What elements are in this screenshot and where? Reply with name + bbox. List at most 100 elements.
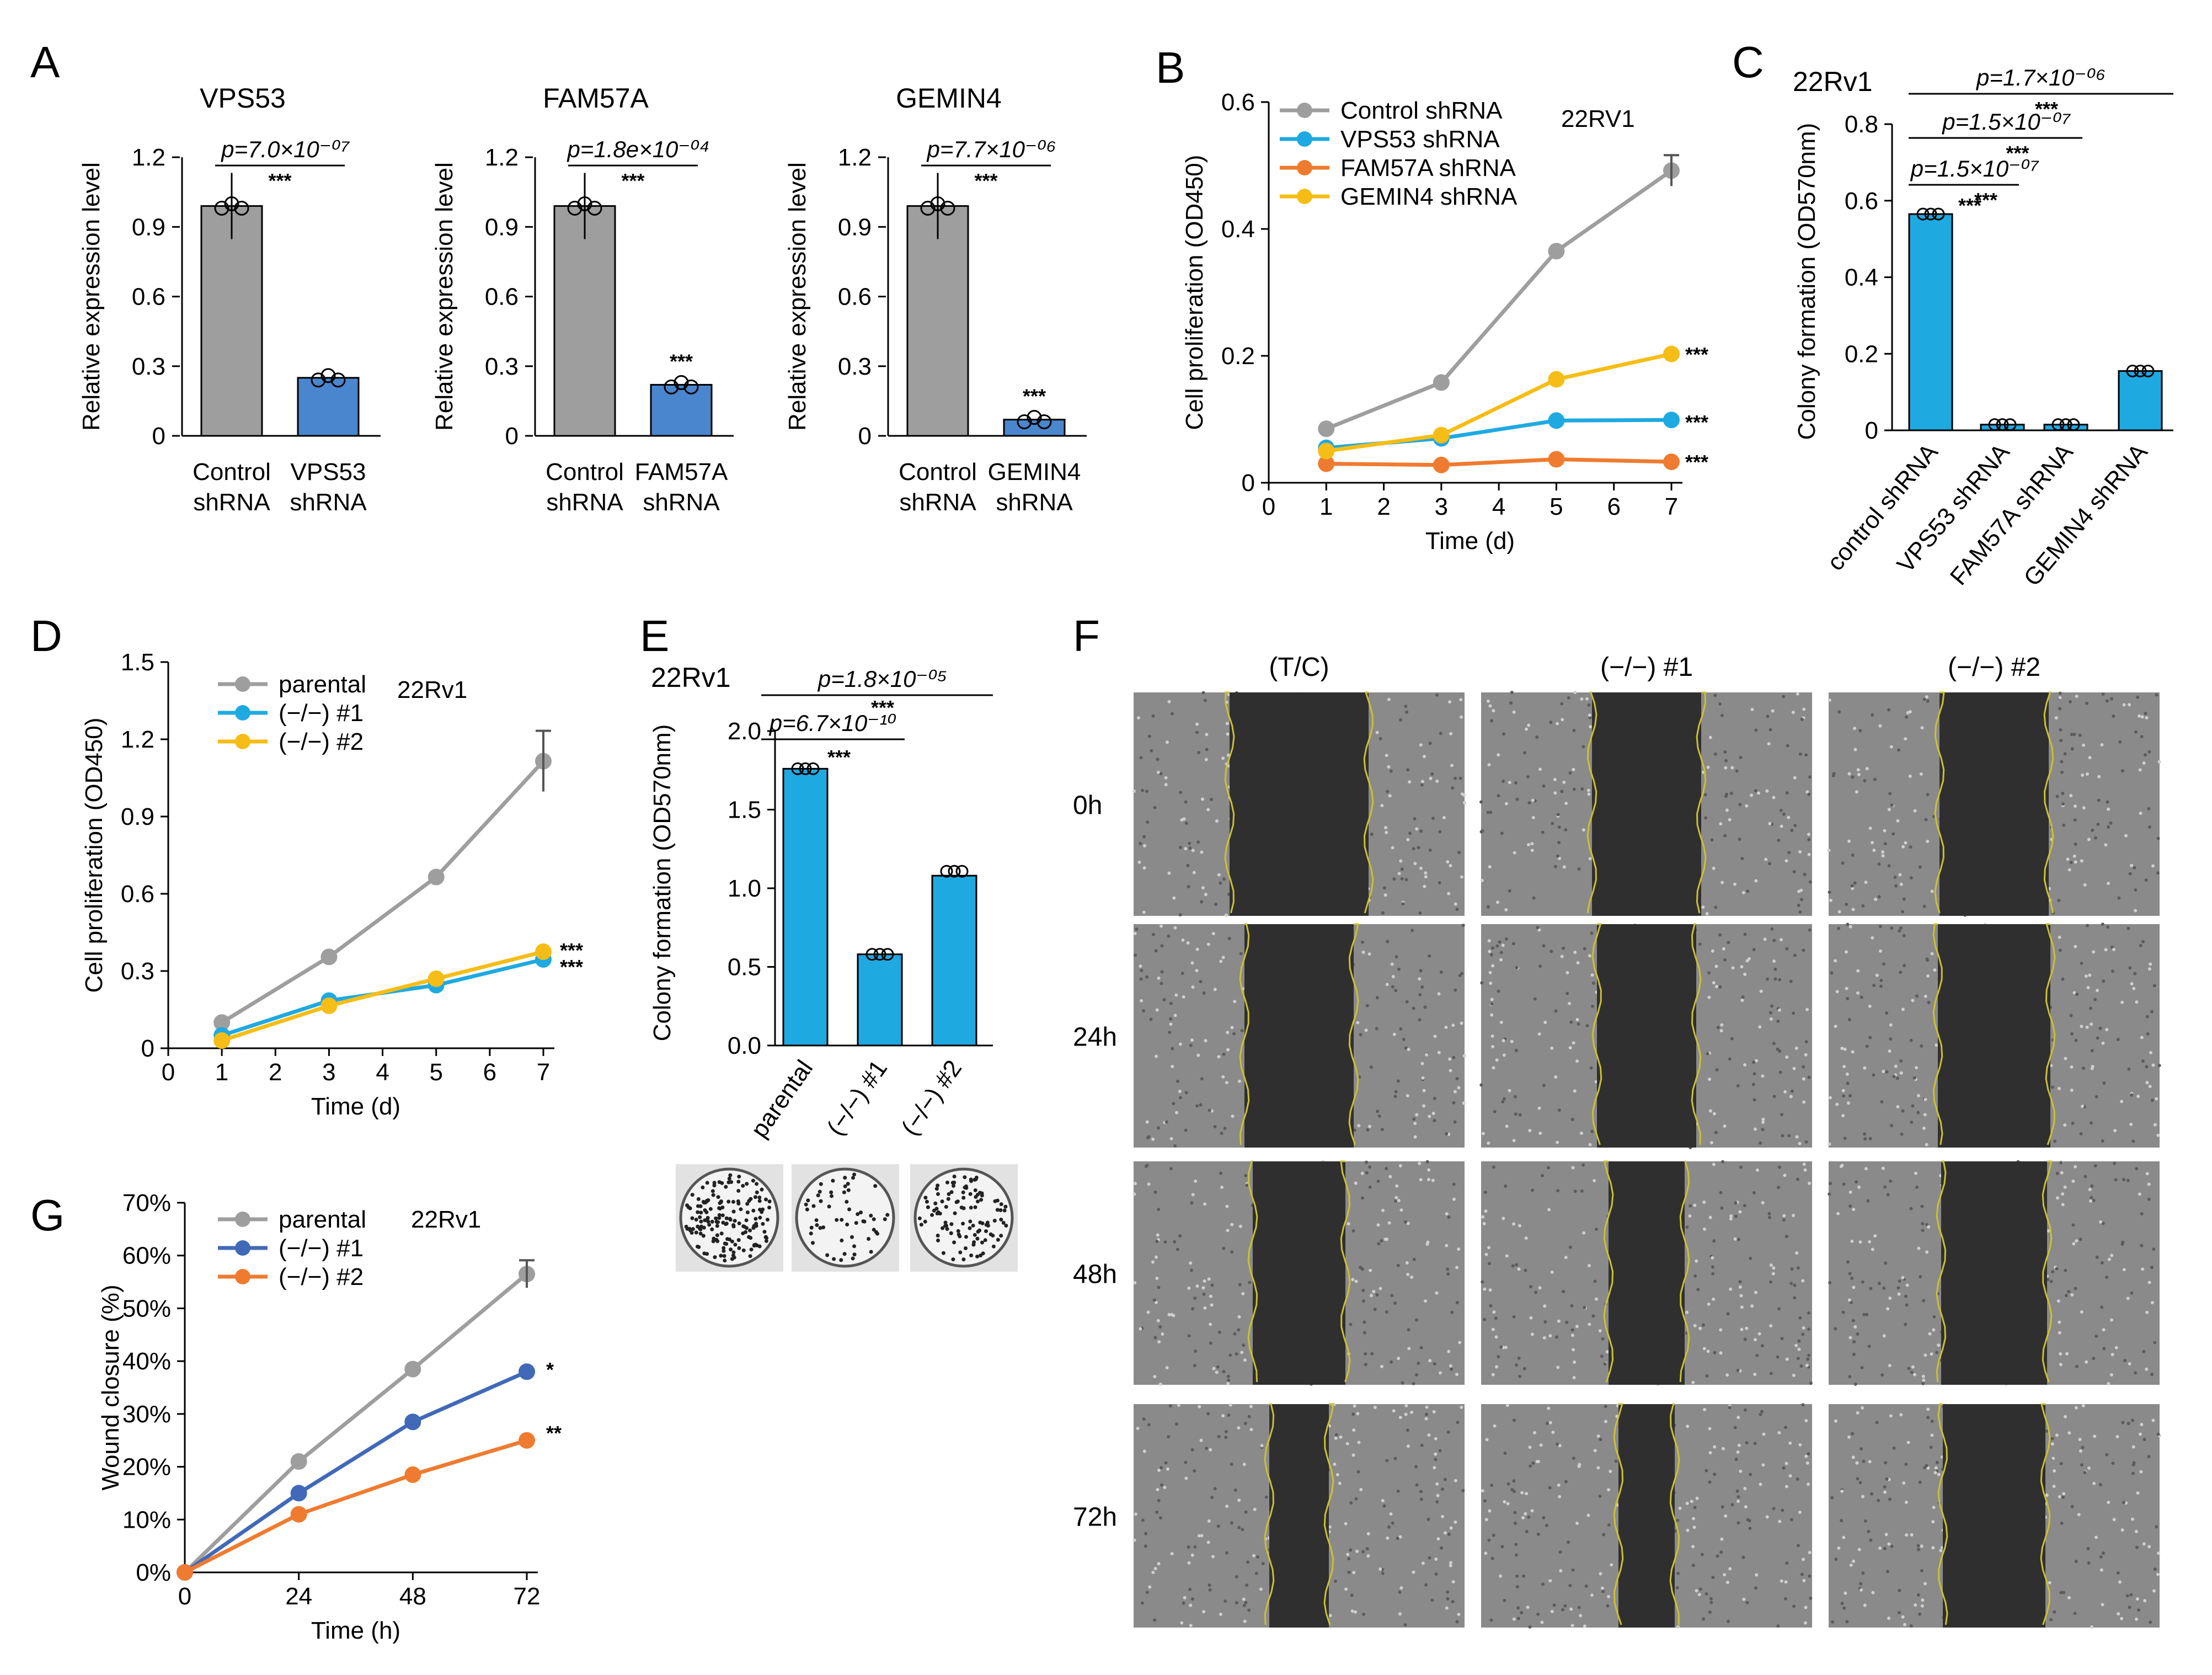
cell-texture bbox=[1711, 1272, 1715, 1276]
cell-texture bbox=[1353, 1404, 1356, 1408]
cell-texture bbox=[1385, 1459, 1389, 1463]
series-point-2 bbox=[177, 1564, 193, 1581]
cell-texture bbox=[1550, 1046, 1554, 1050]
cell-texture bbox=[1583, 947, 1586, 951]
cell-texture bbox=[1614, 1459, 1618, 1463]
cell-texture bbox=[1851, 1319, 1855, 1322]
cell-texture bbox=[1896, 1286, 1900, 1290]
chart-A2-ytick: 1.2 bbox=[485, 144, 519, 171]
colony-dot bbox=[745, 1182, 749, 1186]
colony-dot bbox=[1003, 1204, 1008, 1209]
cell-texture bbox=[1395, 1184, 1399, 1188]
cell-texture bbox=[1585, 1024, 1589, 1028]
cell-texture bbox=[1808, 1550, 1812, 1554]
cell-texture bbox=[1446, 1590, 1450, 1594]
cell-texture bbox=[1404, 1412, 1408, 1416]
cell-texture bbox=[1702, 1347, 1706, 1351]
cell-texture bbox=[1529, 1464, 1532, 1468]
cell-texture bbox=[2110, 697, 2114, 701]
cell-texture bbox=[1871, 1591, 1875, 1594]
colony-dot bbox=[744, 1218, 749, 1223]
cell-texture bbox=[1447, 1215, 1451, 1219]
x-tick-label: 24 bbox=[285, 1583, 312, 1610]
cell-texture bbox=[2118, 740, 2122, 744]
x-tick-label: 0 bbox=[178, 1583, 191, 1610]
cell-texture bbox=[1889, 745, 1893, 749]
cell-texture bbox=[1382, 1504, 1386, 1508]
cell-texture bbox=[1562, 865, 1566, 869]
cell-texture bbox=[1736, 1450, 1740, 1454]
cell-texture bbox=[1931, 1520, 1935, 1524]
y-tick-label: 50% bbox=[122, 1295, 171, 1322]
cell-texture bbox=[2061, 792, 2065, 796]
cell-texture bbox=[2136, 1095, 2140, 1098]
cell-texture bbox=[2151, 864, 2155, 868]
colony-dot bbox=[694, 1218, 698, 1222]
cell-texture bbox=[1162, 998, 1166, 1002]
wound-gap bbox=[1609, 1161, 1685, 1385]
cell-texture bbox=[1191, 1193, 1195, 1197]
cell-texture bbox=[1242, 1463, 1246, 1466]
cell-texture bbox=[1176, 1247, 1179, 1251]
cell-texture bbox=[1499, 1345, 1503, 1349]
cell-texture bbox=[1837, 910, 1841, 914]
cell-texture bbox=[1354, 1497, 1358, 1501]
colony-dot bbox=[936, 1210, 941, 1214]
cell-texture bbox=[1457, 851, 1461, 855]
cell-texture bbox=[1882, 1334, 1886, 1338]
cell-texture bbox=[1191, 1307, 1195, 1311]
cell-texture bbox=[1903, 1623, 1906, 1626]
x-tick-label: shRNA bbox=[546, 489, 623, 516]
series-point-2 bbox=[535, 943, 552, 960]
data-point bbox=[320, 368, 336, 383]
cell-texture bbox=[1587, 703, 1591, 707]
cell-texture bbox=[1460, 1405, 1463, 1409]
cell-texture bbox=[1153, 1336, 1157, 1340]
cell-texture bbox=[1692, 1517, 1696, 1521]
y-tick-label: 0.0 bbox=[728, 1032, 761, 1059]
colony-dot bbox=[851, 1256, 855, 1261]
cell-texture bbox=[1441, 1487, 1445, 1491]
panel-letter-B: B bbox=[1156, 43, 1185, 92]
bar bbox=[297, 377, 360, 437]
cell-texture bbox=[1511, 1264, 1515, 1268]
cell-texture bbox=[1731, 966, 1735, 970]
colony-dot bbox=[724, 1216, 729, 1220]
cell-texture bbox=[1741, 890, 1745, 894]
cell-texture bbox=[1798, 1316, 1802, 1320]
cell-texture bbox=[1419, 866, 1423, 870]
wound-edge bbox=[1264, 1403, 1275, 1625]
series-point-2 bbox=[320, 997, 338, 1014]
cell-texture bbox=[1920, 1204, 1924, 1208]
cell-texture bbox=[1725, 1581, 1729, 1585]
x-tick-label: (−/−) #2 bbox=[896, 1055, 968, 1140]
cell-texture bbox=[1455, 1620, 1459, 1624]
panel-letter-D: D bbox=[30, 611, 62, 660]
cell-texture bbox=[1142, 1449, 1146, 1453]
cell-texture bbox=[1550, 949, 1553, 953]
colony-dot bbox=[958, 1250, 963, 1255]
cell-texture bbox=[1842, 1606, 1846, 1610]
cell-texture bbox=[1850, 1277, 1854, 1281]
colony-dot bbox=[818, 1189, 822, 1194]
cell-texture bbox=[1344, 1522, 1348, 1525]
colony-dot bbox=[867, 1237, 871, 1241]
cell-texture bbox=[1584, 1584, 1588, 1588]
colony-dot bbox=[736, 1188, 741, 1193]
cell-texture bbox=[1802, 1557, 1805, 1561]
colony-dot bbox=[883, 1217, 887, 1221]
cell-texture bbox=[1909, 1038, 1913, 1042]
cell-texture bbox=[1421, 1561, 1425, 1565]
cell-texture bbox=[1435, 1482, 1439, 1486]
cell-texture bbox=[1508, 1089, 1511, 1092]
cell-texture bbox=[1375, 1027, 1379, 1031]
cell-texture bbox=[1552, 1603, 1556, 1607]
cell-texture bbox=[1516, 1606, 1520, 1610]
colony-dot bbox=[819, 1182, 823, 1186]
data-point bbox=[955, 865, 969, 878]
cell-texture bbox=[1805, 1461, 1809, 1465]
colony-dot bbox=[953, 1211, 957, 1215]
cell-texture bbox=[1596, 1466, 1600, 1470]
cell-texture bbox=[1431, 1112, 1435, 1116]
cell-texture bbox=[1347, 1222, 1350, 1226]
